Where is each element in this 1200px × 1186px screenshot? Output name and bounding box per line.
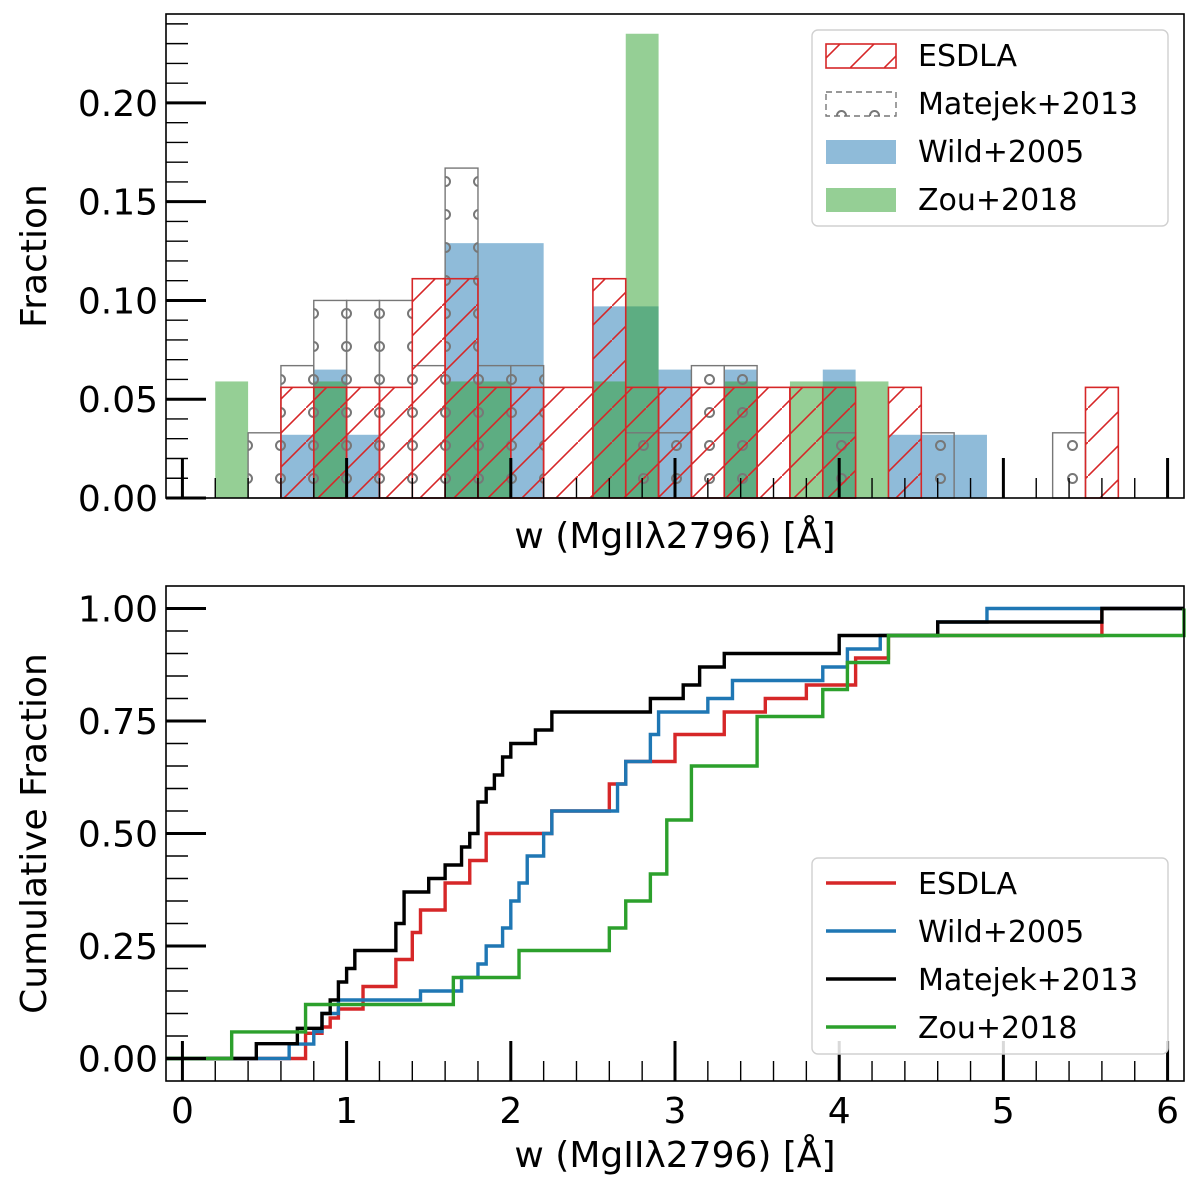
top-histogram-panel: 0.00 0.05 0.10 0.15 0.20 Fraction w (MgIIλ27… bbox=[14, 13, 1185, 557]
cdf-line-esdla bbox=[166, 606, 1184, 1061]
bar-esdla-9 bbox=[592, 277, 627, 499]
bar-esdla-0 bbox=[280, 386, 315, 499]
legend-label-esdla: ESDLA bbox=[918, 867, 1018, 902]
bar-esdla-3 bbox=[378, 386, 414, 499]
top-y-tick-label: 0.15 bbox=[78, 183, 158, 224]
bar-esdla-1 bbox=[312, 386, 348, 499]
legend-label-matejek-2013: Matejek+2013 bbox=[918, 963, 1138, 998]
bottom-cumulative-lines bbox=[166, 606, 1186, 1061]
legend-label-matejek-2013: Matejek+2013 bbox=[918, 87, 1138, 122]
top-legend: ESDLA Matejek+2013 Wild+2005 Zou+2018 bbox=[811, 29, 1169, 227]
top-y-tick-label: 0.00 bbox=[78, 479, 158, 520]
bar-esdla-8 bbox=[542, 386, 594, 499]
bottom-y-tick-labels: 0.00 0.25 0.50 0.75 1.00 bbox=[78, 590, 158, 1081]
bottom-x-tick-label: 0 bbox=[171, 1091, 194, 1132]
top-y-tick-label: 0.10 bbox=[78, 281, 158, 322]
bar-matejek-2013-0 bbox=[247, 432, 282, 499]
top-axis-ticks bbox=[166, 23, 1170, 500]
legend-label-esdla: ESDLA bbox=[918, 39, 1018, 74]
bottom-x-tick-label: 6 bbox=[1156, 1091, 1179, 1132]
bottom-y-tick-label: 0.50 bbox=[78, 815, 158, 856]
top-plot-frame bbox=[165, 13, 1185, 499]
legend-label-wild-2005: Wild+2005 bbox=[918, 135, 1084, 170]
top-y-axis-label: Fraction bbox=[14, 184, 55, 328]
bottom-x-tick-label: 2 bbox=[499, 1091, 522, 1132]
legend-label-zou-2018: Zou+2018 bbox=[918, 1011, 1077, 1046]
bottom-x-tick-label: 3 bbox=[664, 1091, 687, 1132]
bottom-cumulative-panel: 0.00 0.25 0.50 0.75 1.00 0 1 2 3 4 5 6 Cumulative … bbox=[14, 585, 1186, 1176]
legend-label-zou-2018: Zou+2018 bbox=[918, 183, 1077, 218]
bottom-plot-frame bbox=[165, 585, 1185, 1082]
bottom-x-tick-labels: 0 1 2 3 4 5 6 bbox=[171, 1091, 1179, 1132]
bottom-y-tick-label: 0.75 bbox=[78, 702, 158, 743]
top-y-tick-labels: 0.00 0.05 0.10 0.15 0.20 bbox=[78, 84, 158, 520]
top-x-axis-label: w (MgIIλ2796) [Å] bbox=[514, 514, 835, 557]
bottom-x-tick-label: 1 bbox=[335, 1091, 358, 1132]
bar-esdla-4 bbox=[411, 277, 446, 499]
bottom-x-tick-label: 5 bbox=[992, 1091, 1015, 1132]
bar-zou-2018-0 bbox=[215, 381, 249, 498]
bottom-y-tick-label: 0.00 bbox=[78, 1040, 158, 1081]
top-legend-box bbox=[811, 29, 1169, 227]
legend-swatch-esdla bbox=[825, 43, 897, 69]
bottom-x-tick-label: 4 bbox=[828, 1091, 851, 1132]
bottom-axis-ticks bbox=[166, 607, 1170, 1081]
top-y-tick-label: 0.05 bbox=[78, 380, 158, 421]
bottom-y-tick-label: 0.25 bbox=[78, 927, 158, 968]
bar-esdla-2 bbox=[345, 386, 381, 499]
legend-swatch-wild-2005 bbox=[826, 140, 896, 164]
bottom-y-tick-label: 1.00 bbox=[78, 590, 158, 631]
bar-esdla-7 bbox=[510, 386, 545, 499]
bottom-legend-box bbox=[811, 857, 1169, 1055]
legend-swatch-matejek-2013 bbox=[825, 91, 897, 117]
legend-label-wild-2005: Wild+2005 bbox=[918, 915, 1084, 950]
cdf-line-wild-2005 bbox=[166, 606, 1184, 1061]
bottom-legend: ESDLA Wild+2005 Matejek+2013 Zou+2018 bbox=[811, 857, 1169, 1055]
bar-esdla-5 bbox=[444, 277, 479, 499]
bottom-x-axis-label: w (MgIIλ2796) [Å] bbox=[514, 1133, 835, 1176]
bottom-y-axis-label: Cumulative Fraction bbox=[14, 653, 55, 1014]
cdf-line-matejek-2013 bbox=[166, 606, 1184, 1061]
cdf-line-zou-2018 bbox=[166, 608, 1186, 1061]
bar-esdla-6 bbox=[477, 386, 512, 499]
legend-swatch-zou-2018 bbox=[826, 188, 896, 212]
top-y-tick-label: 0.20 bbox=[78, 84, 158, 125]
